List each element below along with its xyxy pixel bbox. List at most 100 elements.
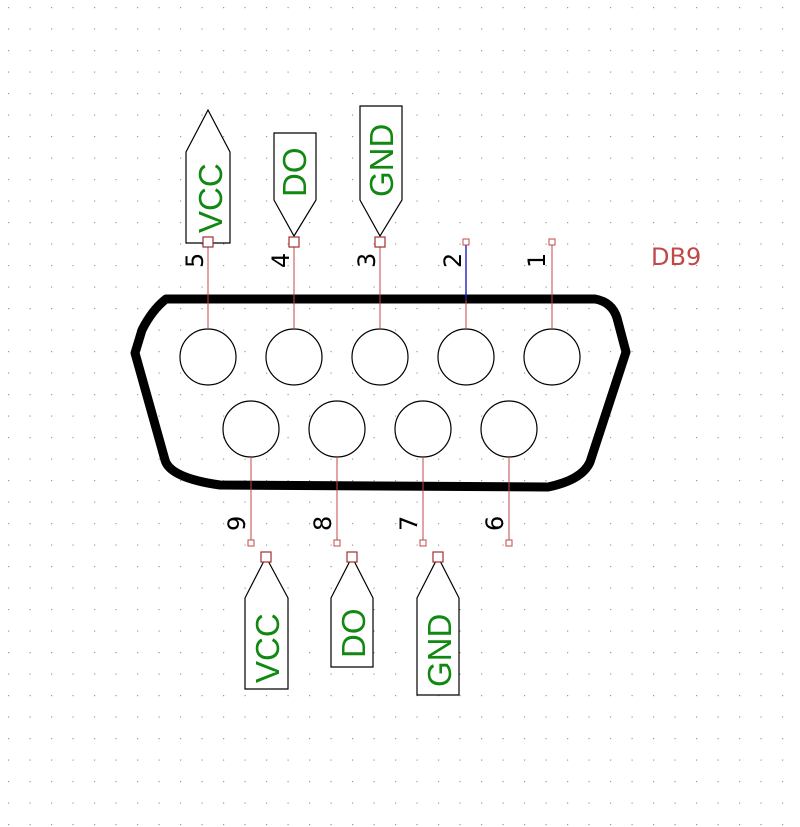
grid-dot — [137, 523, 139, 525]
grid-dot — [717, 738, 719, 740]
grid-dot — [782, 609, 784, 611]
junction-pin4 — [288, 236, 300, 248]
grid-dot — [459, 630, 461, 632]
grid-dot — [631, 824, 633, 826]
grid-dot — [459, 7, 461, 9]
grid-dot — [352, 71, 354, 73]
grid-dot — [739, 480, 741, 482]
grid-dot — [72, 200, 74, 202]
grid-dot — [760, 695, 762, 697]
grid-dot — [481, 265, 483, 267]
grid-dot — [51, 523, 53, 525]
grid-dot — [137, 28, 139, 30]
grid-dot — [72, 93, 74, 95]
grid-dot — [158, 781, 160, 783]
grid-dot — [588, 157, 590, 159]
grid-dot — [696, 265, 698, 267]
grid-dot — [438, 544, 440, 546]
grid-dot — [223, 824, 225, 826]
grid-dot — [158, 179, 160, 181]
grid-dot — [51, 394, 53, 396]
grid-dot — [330, 114, 332, 116]
grid-dot — [29, 652, 31, 654]
grid-dot — [51, 458, 53, 460]
grid-dot — [502, 351, 504, 353]
grid-dot — [309, 523, 311, 525]
grid-dot — [352, 673, 354, 675]
grid-dot — [739, 501, 741, 503]
net-label-pin9: VCC — [249, 613, 286, 683]
grid-dot — [29, 114, 31, 116]
grid-dot — [395, 93, 397, 95]
grid-dot — [696, 630, 698, 632]
grid-dot — [287, 28, 289, 30]
grid-dot — [180, 695, 182, 697]
grid-dot — [760, 544, 762, 546]
grid-dot — [481, 243, 483, 245]
grid-dot — [244, 394, 246, 396]
grid-dot — [545, 415, 547, 417]
grid-dot — [223, 243, 225, 245]
grid-dot — [115, 781, 117, 783]
grid-dot — [502, 50, 504, 52]
grid-dot — [588, 544, 590, 546]
grid-dot — [137, 265, 139, 267]
grid-dot — [674, 501, 676, 503]
grid-dot — [502, 71, 504, 73]
grid-dot — [610, 136, 612, 138]
grid-dot — [524, 566, 526, 568]
grid-dot — [438, 716, 440, 718]
grid-dot — [266, 50, 268, 52]
grid-dot — [416, 458, 418, 460]
grid-dot — [373, 802, 375, 804]
grid-dot — [588, 93, 590, 95]
grid-dot — [696, 437, 698, 439]
grid-dot — [158, 480, 160, 482]
grid-dot — [29, 695, 31, 697]
grid-dot — [51, 71, 53, 73]
grid-dot — [115, 351, 117, 353]
grid-dot — [309, 458, 311, 460]
grid-dot — [266, 308, 268, 310]
grid-dot — [524, 179, 526, 181]
grid-dot — [502, 523, 504, 525]
grid-dot — [395, 501, 397, 503]
grid-dot — [180, 222, 182, 224]
grid-dot — [631, 781, 633, 783]
grid-dot — [674, 759, 676, 761]
grid-dot — [8, 609, 10, 611]
grid-dot — [631, 523, 633, 525]
grid-dot — [29, 673, 31, 675]
grid-dot — [760, 394, 762, 396]
grid-dot — [8, 179, 10, 181]
grid-dot — [373, 673, 375, 675]
grid-dot — [760, 781, 762, 783]
grid-dot — [180, 587, 182, 589]
grid-dot — [287, 781, 289, 783]
grid-dot — [502, 222, 504, 224]
grid-dot — [201, 93, 203, 95]
grid-dot — [782, 437, 784, 439]
grid-dot — [481, 7, 483, 9]
grid-dot — [696, 781, 698, 783]
grid-dot — [653, 93, 655, 95]
grid-dot — [674, 93, 676, 95]
grid-dot — [373, 652, 375, 654]
grid-dot — [29, 286, 31, 288]
grid-dot — [137, 480, 139, 482]
grid-dot — [180, 28, 182, 30]
grid-dot — [29, 222, 31, 224]
grid-dot — [502, 566, 504, 568]
grid-dot — [180, 93, 182, 95]
grid-dot — [309, 609, 311, 611]
grid-dot — [416, 523, 418, 525]
grid-dot — [653, 544, 655, 546]
grid-dot — [51, 587, 53, 589]
grid-dot — [29, 7, 31, 9]
grid-dot — [201, 587, 203, 589]
grid-dot — [309, 394, 311, 396]
grid-dot — [201, 544, 203, 546]
grid-dot — [51, 501, 53, 503]
connector-shell — [130, 294, 631, 492]
grid-dot — [29, 329, 31, 331]
